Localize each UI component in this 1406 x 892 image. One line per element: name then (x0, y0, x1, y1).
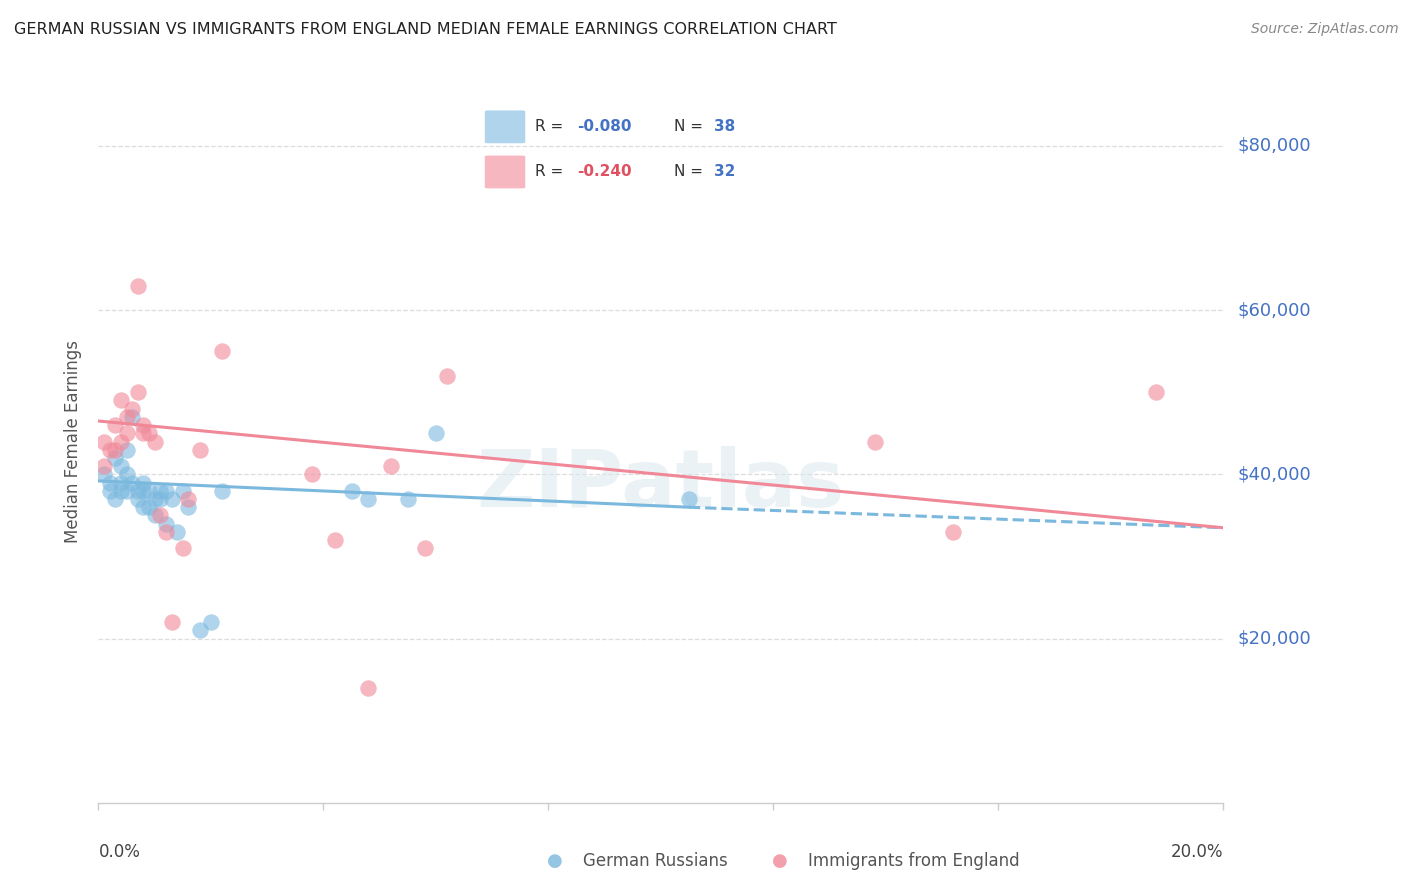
Text: $20,000: $20,000 (1237, 630, 1310, 648)
Point (160, 615, 183, 630)
Point (301, 467, 323, 482)
Point (425, 426, 447, 441)
Point (188, 442, 211, 457)
Text: R =: R = (536, 120, 568, 135)
Point (121, 409, 143, 424)
Point (357, 681, 380, 695)
Point (98, 475, 121, 490)
Point (172, 483, 194, 498)
Text: Immigrants from England: Immigrants from England (808, 852, 1021, 870)
Point (93, 467, 115, 482)
Point (172, 541, 194, 556)
Point (110, 459, 132, 474)
Point (132, 475, 155, 490)
Point (177, 491, 200, 506)
Point (110, 393, 132, 408)
Point (115, 409, 138, 424)
Point (160, 491, 183, 506)
Text: ●: ● (772, 852, 789, 870)
Point (138, 483, 160, 498)
Point (436, 368, 458, 383)
Point (143, 508, 166, 523)
Point (127, 491, 149, 506)
Point (121, 475, 143, 490)
Point (98, 483, 121, 498)
Point (155, 524, 177, 539)
Text: GERMAN RUSSIAN VS IMMIGRANTS FROM ENGLAND MEDIAN FEMALE EARNINGS CORRELATION CHA: GERMAN RUSSIAN VS IMMIGRANTS FROM ENGLAN… (14, 22, 837, 37)
Text: -0.080: -0.080 (578, 120, 633, 135)
Point (200, 615, 222, 630)
Point (93, 459, 115, 474)
Point (110, 483, 132, 498)
Point (132, 418, 155, 433)
Point (188, 624, 211, 638)
Point (104, 491, 127, 506)
Text: 38: 38 (714, 120, 735, 135)
Text: Source: ZipAtlas.com: Source: ZipAtlas.com (1251, 22, 1399, 37)
Point (115, 426, 138, 441)
Point (138, 500, 160, 515)
Text: R =: R = (536, 164, 568, 179)
Text: ZIPatlas: ZIPatlas (477, 446, 845, 524)
Point (127, 385, 149, 400)
Point (115, 483, 138, 498)
Point (132, 483, 155, 498)
Text: $40,000: $40,000 (1237, 466, 1310, 483)
Point (121, 401, 143, 416)
Point (177, 500, 200, 515)
FancyBboxPatch shape (485, 111, 526, 144)
Point (678, 491, 700, 506)
Point (115, 467, 138, 482)
Point (104, 442, 127, 457)
Point (110, 475, 132, 490)
Point (357, 491, 380, 506)
Point (863, 434, 886, 449)
Text: ●: ● (547, 852, 564, 870)
Point (138, 426, 160, 441)
Point (942, 524, 965, 539)
Point (149, 508, 172, 523)
Point (155, 483, 177, 498)
Text: 20.0%: 20.0% (1171, 843, 1223, 861)
Point (1144, 385, 1167, 400)
Text: N =: N = (673, 120, 707, 135)
Point (104, 450, 127, 465)
Y-axis label: Median Female Earnings: Median Female Earnings (65, 340, 83, 543)
Point (155, 516, 177, 531)
Point (104, 418, 127, 433)
Point (211, 344, 233, 359)
Point (149, 483, 172, 498)
FancyBboxPatch shape (485, 155, 526, 188)
Point (166, 524, 188, 539)
Point (211, 483, 233, 498)
Text: German Russians: German Russians (583, 852, 728, 870)
Point (132, 426, 155, 441)
Text: 32: 32 (714, 164, 735, 179)
Text: $60,000: $60,000 (1237, 301, 1310, 319)
Point (98, 442, 121, 457)
Text: N =: N = (673, 164, 707, 179)
Point (323, 533, 346, 547)
Point (340, 483, 363, 498)
Point (380, 459, 402, 474)
Text: 0.0%: 0.0% (98, 843, 141, 861)
Point (143, 434, 166, 449)
Point (127, 483, 149, 498)
Point (115, 442, 138, 457)
Point (110, 434, 132, 449)
Text: $80,000: $80,000 (1237, 137, 1310, 155)
Point (127, 278, 149, 293)
Point (143, 491, 166, 506)
Point (149, 491, 172, 506)
Point (132, 500, 155, 515)
Point (413, 541, 436, 556)
Text: -0.240: -0.240 (578, 164, 633, 179)
Point (93, 434, 115, 449)
Point (396, 491, 419, 506)
